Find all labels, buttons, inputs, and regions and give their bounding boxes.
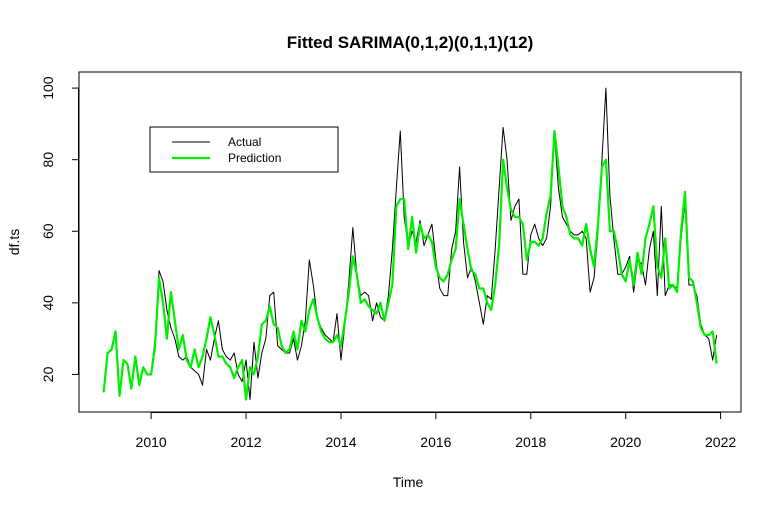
x-tick-label: 2018 [515,434,546,450]
y-tick-label: 60 [40,223,56,239]
x-tick-label: 2012 [230,434,261,450]
x-tick-label: 2020 [610,434,641,450]
legend-label: Actual [228,135,261,149]
x-tick-label: 2010 [136,434,167,450]
x-tick-label: 2016 [420,434,451,450]
x-tick-label: 2014 [325,434,356,450]
y-tick-label: 20 [40,366,56,382]
y-tick-label: 80 [40,152,56,168]
y-tick-label: 100 [40,76,56,100]
legend-label: Prediction [228,151,281,165]
series-line [102,129,718,401]
y-axis-label: df.ts [6,229,22,255]
legend-box [149,126,339,173]
x-tick-label: 2022 [705,434,736,450]
chart-title: Fitted SARIMA(0,1,2)(0,1,1)(12) [287,33,534,52]
y-tick-label: 40 [40,295,56,311]
x-axis-label: Time [393,474,424,490]
